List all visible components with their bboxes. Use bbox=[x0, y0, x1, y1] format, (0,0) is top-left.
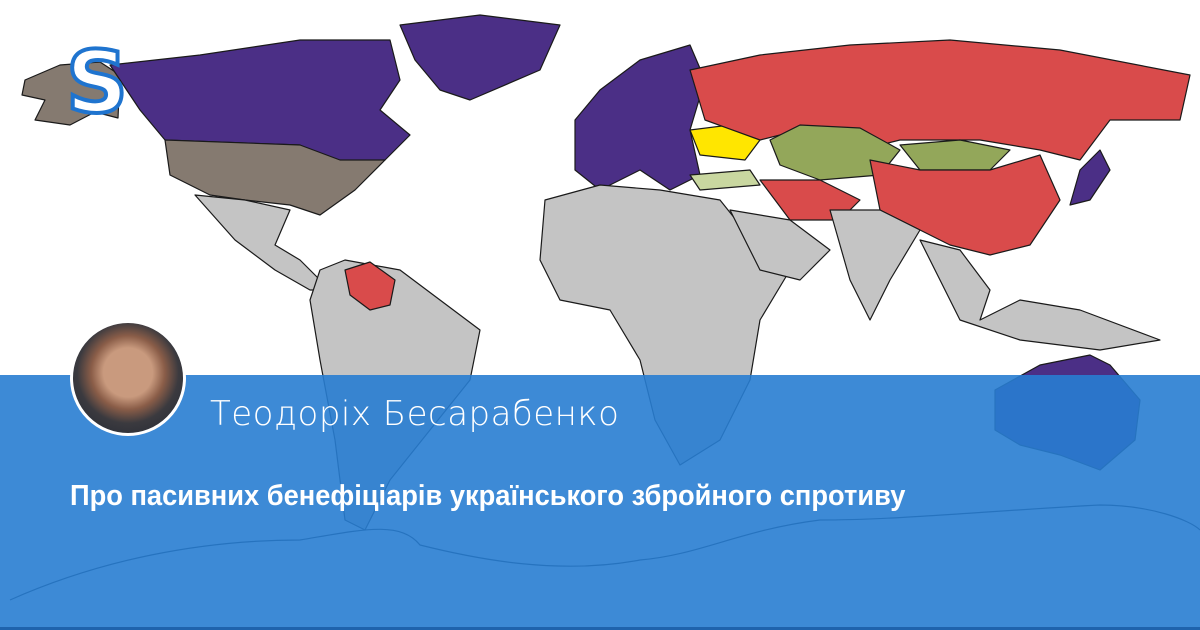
region-usa bbox=[164, 139, 386, 216]
site-logo[interactable]: S bbox=[64, 33, 130, 133]
bottom-border bbox=[0, 627, 1200, 630]
region-greenland bbox=[399, 14, 561, 101]
region-arabia bbox=[729, 209, 831, 281]
title-banner bbox=[0, 375, 1200, 630]
region-japan bbox=[1069, 149, 1111, 206]
author-name[interactable]: Теодоріх Бесарабенко bbox=[210, 394, 620, 434]
region-se-asia bbox=[919, 239, 1161, 351]
region-central-america bbox=[194, 194, 331, 291]
region-india bbox=[829, 209, 921, 321]
region-kazakhstan bbox=[769, 124, 901, 181]
region-turkey bbox=[689, 169, 761, 191]
region-alaska bbox=[21, 61, 121, 126]
author-avatar bbox=[70, 320, 186, 436]
region-mongolia bbox=[899, 139, 1011, 171]
region-europe bbox=[574, 44, 706, 191]
region-venezuela bbox=[344, 261, 396, 311]
article-title[interactable]: Про пасивних бенефіціарів українського з… bbox=[70, 480, 906, 512]
